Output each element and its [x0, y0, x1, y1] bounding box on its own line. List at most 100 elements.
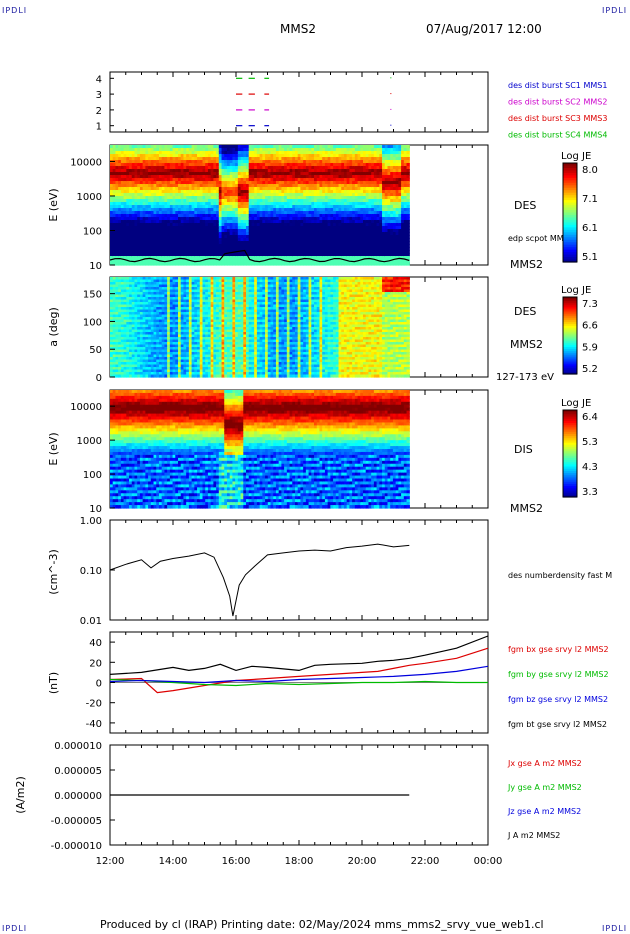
spectrogram-cell [303, 205, 307, 209]
spectrogram-cell [167, 217, 171, 221]
spectrogram-cell [273, 160, 277, 164]
spectrogram-cell [213, 244, 217, 248]
spectrogram-cell [246, 160, 250, 164]
spectrogram-cell [319, 175, 323, 179]
spectrogram-cell [330, 202, 334, 206]
instrument-label: DES [514, 199, 536, 212]
spectrogram-cell [123, 154, 127, 158]
spectrogram-cell [178, 247, 182, 251]
spectrogram-cell [297, 241, 302, 245]
spectrogram-cell [303, 196, 307, 200]
spectrogram-cell [305, 205, 310, 209]
spectrogram-cell [322, 217, 326, 221]
spectrogram-cell [254, 178, 258, 182]
spectrogram-cell [218, 187, 223, 191]
spectrogram-cell [112, 154, 117, 158]
spectrogram-cell [333, 169, 337, 173]
spectrogram-cell [183, 166, 187, 170]
spectrogram-cell [153, 235, 157, 239]
spectrogram-cell [292, 145, 296, 149]
spectrogram-cell [254, 223, 258, 227]
spectrogram-cell [180, 253, 185, 257]
spectrogram-cell [254, 184, 258, 188]
spectrogram-cell [273, 148, 277, 152]
spectrogram-cell [284, 226, 288, 230]
spectrogram-cell [123, 169, 127, 173]
spectrogram-cell [216, 178, 220, 182]
spectrogram-cell [338, 238, 342, 242]
spectrogram-cell [311, 205, 315, 209]
spectrogram-cell [297, 223, 302, 227]
spectrogram-cell [169, 154, 174, 158]
spectrogram-cell [145, 184, 149, 188]
spectrogram-cell [278, 256, 282, 260]
spectrogram-cell [324, 247, 329, 251]
spectrogram-cell [259, 187, 263, 191]
spectrogram-cell [319, 199, 323, 203]
spectrogram-cell [131, 157, 136, 161]
spectrogram-cell [110, 247, 114, 251]
spectrogram-cell [221, 214, 225, 218]
spectrogram-cell [118, 199, 122, 203]
spectrogram-cell [235, 184, 239, 188]
spectrogram-cell [286, 241, 291, 245]
spectrogram-cell [164, 181, 168, 185]
spectrogram-cell [254, 157, 258, 161]
spectrogram-cell [278, 169, 282, 173]
spectrogram-cell [118, 181, 122, 185]
spectrogram-cell [186, 184, 190, 188]
spectrogram-cell [172, 262, 176, 266]
spectrogram-cell [123, 184, 127, 188]
spectrogram-cell [110, 262, 114, 266]
spectrogram-cell [180, 148, 185, 152]
spectrogram-cell [319, 211, 323, 215]
spectrogram-cell [240, 247, 244, 251]
spectrogram-cell [335, 229, 340, 233]
spectrogram-cell [169, 229, 174, 233]
spectrogram-cell [115, 148, 119, 152]
spectrogram-cell [259, 256, 263, 260]
spectrogram-cell [199, 214, 204, 218]
spectrogram-cell [311, 247, 315, 251]
spectrogram-cell [262, 223, 266, 227]
spectrogram-cell [118, 253, 122, 257]
spectrogram-cell [243, 160, 247, 164]
spectrogram-cell [175, 250, 179, 254]
spectrogram-cell [278, 175, 282, 179]
spectrogram-cell [259, 190, 263, 194]
spectrogram-cell [294, 247, 299, 251]
spectrogram-cell [237, 223, 242, 227]
spectrogram-cell [199, 253, 204, 257]
spectrogram-cell [139, 226, 144, 230]
spectrogram-cell [129, 199, 133, 203]
spectrogram-cell [265, 229, 269, 233]
spectrogram-cell [213, 169, 217, 173]
spectrogram-cell [335, 199, 340, 203]
spectrogram-cell [246, 235, 250, 239]
spectrogram-cell [235, 217, 239, 221]
spectrogram-cell [120, 259, 125, 263]
spectrogram-cell [226, 199, 231, 203]
spectrogram-cell [178, 205, 182, 209]
spectrogram-cell [324, 193, 329, 197]
spectrogram-cell [188, 202, 193, 206]
spectrogram-cell [292, 226, 296, 230]
spectrogram-cell [139, 220, 144, 224]
corner-label-br: IPDLI [602, 924, 628, 933]
spectrogram-cell [158, 238, 163, 242]
spectrogram-cell [330, 256, 334, 260]
spectrogram-cell [235, 262, 239, 266]
spectrogram-cell [292, 166, 296, 170]
spectrogram-cell [246, 157, 250, 161]
spectrogram-cell [273, 238, 277, 242]
spectrogram-cell [275, 145, 280, 149]
spectrogram-cell [246, 196, 250, 200]
spectrogram-cell [289, 235, 293, 239]
spectrogram-cell [226, 175, 231, 179]
spectrogram-cell [205, 190, 209, 194]
spectrogram-cell [126, 196, 130, 200]
spectrogram-cell [178, 160, 182, 164]
spectrogram-cell [267, 193, 272, 197]
spectrogram-cell [262, 235, 266, 239]
spectrogram-cell [167, 181, 171, 185]
